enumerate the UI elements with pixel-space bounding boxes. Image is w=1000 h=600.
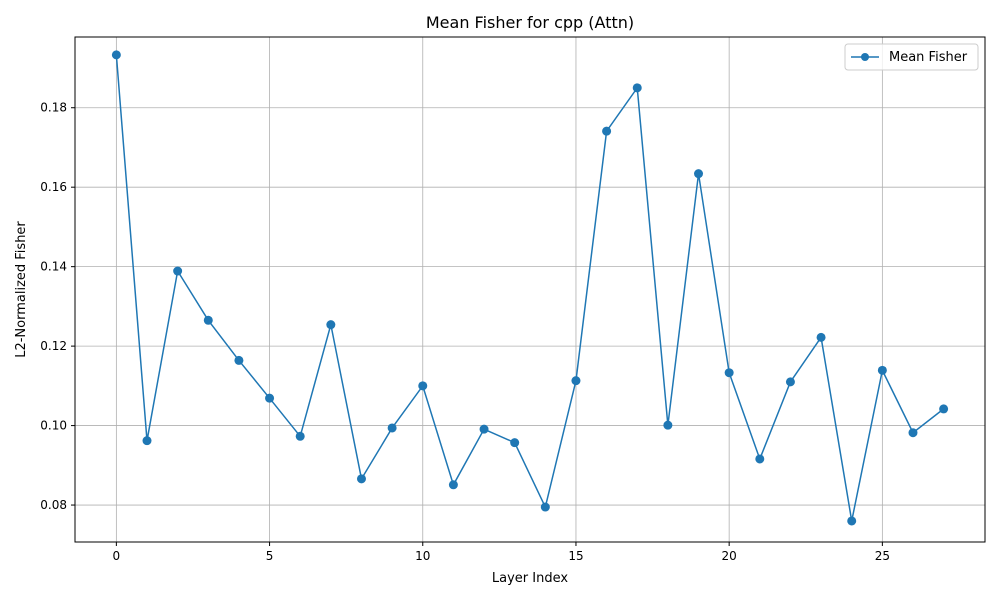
data-point [234, 355, 244, 365]
data-point [356, 474, 366, 484]
data-point [203, 315, 213, 325]
x-tick-label: 10 [415, 549, 430, 563]
data-point [387, 423, 397, 433]
legend-label: Mean Fisher [889, 50, 968, 65]
data-point [755, 454, 765, 464]
data-point [540, 502, 550, 512]
axis-ticks: 0 5 10 15 20 25 0.08 0.10 0.12 0.14 0.16 0.18 [40, 101, 890, 563]
data-point [602, 126, 612, 136]
data-point [908, 428, 918, 438]
x-tick-label: 15 [568, 549, 583, 563]
data-point [448, 480, 458, 490]
x-tick-label: 25 [875, 549, 890, 563]
data-point [111, 50, 121, 60]
data-point [571, 376, 581, 386]
data-point [847, 516, 857, 526]
grid-lines [75, 37, 985, 542]
data-point [479, 424, 489, 434]
data-point [295, 431, 305, 441]
legend-box [844, 43, 979, 71]
data-point [326, 320, 336, 330]
series-line [115, 54, 945, 522]
legend-dot-marker [861, 53, 869, 61]
data-point [785, 377, 795, 387]
data-point [694, 169, 704, 179]
y-tick-label: 0.18 [40, 101, 67, 115]
y-tick-label: 0.16 [40, 180, 67, 194]
y-tick-label: 0.10 [40, 419, 67, 433]
x-tick-label: 0 [113, 549, 121, 563]
x-tick-label: 5 [266, 549, 274, 563]
data-point [663, 420, 673, 430]
data-point [816, 332, 826, 342]
chart-title: Mean Fisher for cpp (Attn) [426, 13, 634, 32]
series-mean-fisher [111, 50, 949, 526]
plot-frame [74, 36, 986, 543]
x-tick-label: 20 [722, 549, 737, 563]
data-point [173, 266, 183, 276]
data-point [724, 368, 734, 378]
data-point [142, 436, 152, 446]
data-point [510, 438, 520, 448]
data-point [632, 83, 642, 93]
y-tick-label: 0.08 [40, 498, 67, 512]
x-axis-label: Layer Index [492, 571, 568, 586]
y-tick-label: 0.14 [40, 260, 67, 274]
data-point [418, 381, 428, 391]
data-point [877, 365, 887, 375]
data-point [265, 393, 275, 403]
y-tick-label: 0.12 [40, 339, 67, 353]
data-point [939, 404, 949, 414]
legend: Mean Fisher [844, 43, 979, 71]
y-axis-label: L2-Normalized Fisher [14, 221, 29, 358]
